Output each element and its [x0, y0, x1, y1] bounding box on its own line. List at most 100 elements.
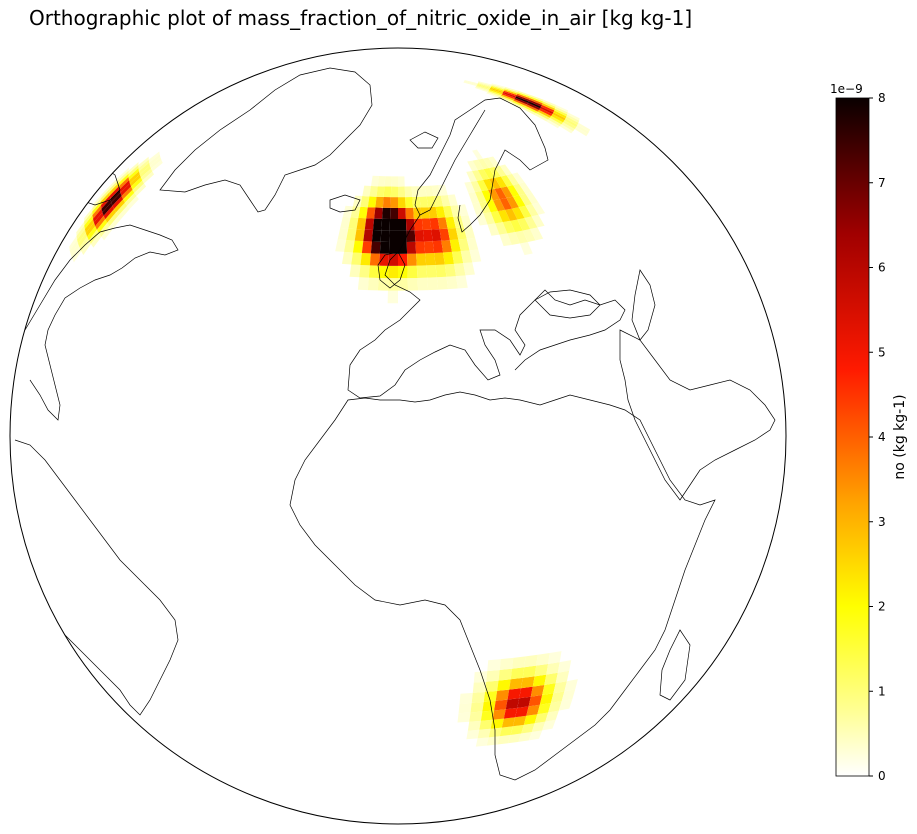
field-cell	[534, 712, 549, 724]
field-cell	[431, 229, 442, 242]
field-cell	[139, 165, 152, 178]
field-cell	[398, 218, 407, 231]
field-cell	[459, 692, 473, 704]
field-cell	[512, 195, 526, 208]
field-cell	[501, 93, 516, 100]
field-cell	[460, 215, 472, 228]
field-cell	[522, 107, 537, 115]
field-cell	[566, 114, 580, 123]
field-cell	[542, 683, 556, 696]
field-cell	[398, 207, 406, 220]
field-cell	[524, 105, 538, 114]
colorbar-tick-label: 1	[878, 684, 886, 698]
field-cell	[490, 718, 504, 729]
field-cell	[390, 197, 398, 208]
field-cell	[510, 724, 524, 735]
field-cell	[561, 689, 576, 702]
field-cell	[370, 241, 381, 254]
field-cell	[499, 164, 513, 176]
field-cell	[374, 207, 383, 219]
field-cell	[351, 252, 362, 266]
field-cell	[485, 680, 499, 692]
colorbar-tick-label: 0	[878, 769, 886, 783]
field-cell	[398, 176, 405, 187]
field-cell	[120, 183, 132, 197]
colorbar-tick-label: 4	[878, 430, 886, 444]
field-cell	[114, 199, 125, 213]
field-cell	[519, 686, 533, 699]
field-cell	[534, 113, 549, 122]
field-cell	[437, 217, 448, 230]
field-cell	[138, 159, 150, 172]
field-cell	[486, 736, 500, 746]
field-cell	[510, 219, 523, 233]
field-cell	[379, 241, 390, 254]
field-cell	[554, 106, 568, 115]
field-cell	[335, 239, 347, 252]
field-cell	[100, 188, 110, 202]
field-cell	[453, 216, 464, 228]
field-cell	[490, 86, 504, 92]
field-cell	[412, 196, 421, 208]
field-cell	[503, 89, 518, 95]
field-cell	[92, 205, 102, 219]
field-cell	[528, 695, 543, 707]
field-cell	[426, 196, 436, 208]
field-cell	[480, 710, 495, 721]
field-cell	[475, 86, 490, 92]
field-cell	[405, 207, 414, 219]
field-cell	[472, 681, 487, 693]
field-cell	[499, 95, 514, 102]
field-cell	[483, 178, 495, 191]
field-cell	[95, 215, 106, 230]
field-cell	[515, 706, 529, 718]
field-cell	[388, 253, 398, 266]
field-cell	[445, 216, 456, 229]
field-cell	[119, 176, 130, 190]
field-cell	[510, 667, 525, 680]
field-cell	[523, 714, 538, 725]
field-cell	[432, 240, 444, 253]
field-cell	[464, 80, 478, 85]
field-cell	[525, 204, 539, 217]
field-cell	[517, 696, 531, 708]
field-cell	[451, 251, 464, 264]
field-cell	[536, 653, 550, 666]
field-cell	[90, 233, 102, 248]
field-cell	[426, 265, 437, 278]
field-cell	[525, 104, 540, 112]
field-cell	[495, 689, 510, 701]
field-cell	[112, 196, 124, 210]
field-cell	[100, 195, 111, 209]
field-cell	[529, 96, 543, 104]
field-cell	[550, 691, 565, 704]
field-cell	[92, 201, 101, 216]
field-cell	[494, 187, 507, 200]
field-cell	[466, 729, 480, 740]
field-cell	[78, 232, 88, 248]
field-cell	[504, 86, 518, 93]
field-cell	[548, 701, 562, 713]
field-cell	[109, 186, 120, 199]
field-cell	[449, 239, 461, 252]
field-cell	[524, 654, 538, 668]
field-cell	[502, 91, 517, 98]
field-cell	[517, 92, 531, 99]
field-cell	[472, 170, 484, 181]
field-cell	[499, 726, 513, 737]
field-cell	[454, 263, 466, 277]
field-cell	[380, 230, 390, 242]
colorbar-tick-label: 7	[878, 176, 886, 190]
field-cell	[416, 265, 428, 278]
field-cell	[366, 207, 376, 219]
field-cell	[371, 229, 382, 242]
colorbar-tick-label: 3	[878, 515, 886, 529]
field-cell	[522, 665, 537, 678]
field-cell	[377, 277, 389, 291]
field-cell	[514, 97, 528, 105]
field-cell	[574, 127, 588, 137]
field-cell	[128, 165, 139, 177]
field-cell	[388, 265, 398, 279]
field-cell	[487, 91, 501, 97]
field-cell	[505, 698, 520, 710]
